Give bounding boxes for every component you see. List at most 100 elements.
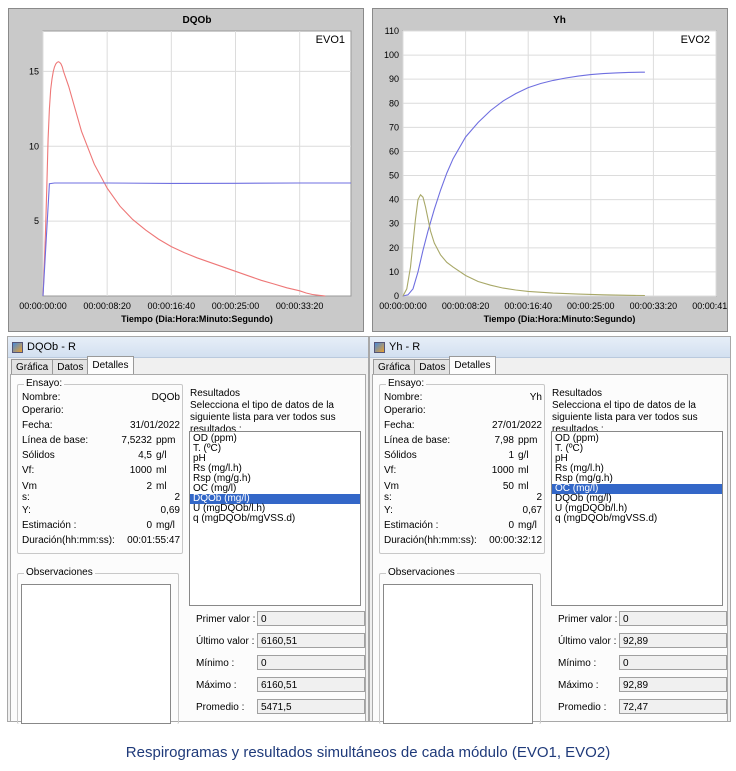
y-tick-label: 80 <box>389 98 399 108</box>
resultados-group: Resultados Selecciona el tipo de datos d… <box>550 384 725 624</box>
stat-primer-field[interactable]: 0 <box>619 611 727 626</box>
result-type-item[interactable]: DQOb (mg/l) <box>190 494 360 504</box>
result-type-item[interactable]: T. (ºC) <box>193 443 222 454</box>
result-type-item[interactable]: OD (ppm) <box>193 433 237 444</box>
tab-grafica[interactable]: Gráfica <box>11 359 54 375</box>
ensayo-linea-unit: ppm <box>156 435 176 446</box>
result-type-list[interactable]: OD (ppm) T. (ºC) pH Rs (mg/l.h) Rsp (mg/g.h)… <box>189 431 361 606</box>
ensayo-group: Ensayo: Nombre: Yh Operario: Fecha: 27/0… <box>379 378 545 554</box>
result-type-item[interactable]: Rs (mg/l.h) <box>555 463 604 474</box>
stat-primer-field[interactable]: 0 <box>257 611 365 626</box>
ensayo-vm-value: 2 <box>146 481 152 492</box>
result-type-item[interactable]: pH <box>555 453 568 464</box>
stat-minimo-field[interactable]: 0 <box>257 655 365 670</box>
ensayo-vf-value: 1000 <box>491 465 514 476</box>
stat-promedio-label: Promedio : <box>558 702 607 713</box>
series-line-1 <box>402 71 645 297</box>
stat-promedio-field[interactable]: 72,47 <box>619 699 727 714</box>
result-type-item[interactable]: Rs (mg/l.h) <box>193 463 242 474</box>
ensayo-operario-label: Operario: <box>22 405 64 416</box>
ensayo-row-est: Estimación : 0 mg/l <box>22 519 182 532</box>
y-tick-label: 70 <box>389 122 399 132</box>
tab-detalles[interactable]: Detalles <box>87 356 134 375</box>
result-type-item[interactable]: U (mgDQOb/l.h) <box>193 503 266 514</box>
x-tick-label: 00:00:16:40 <box>504 301 552 311</box>
ensayo-row-operario: Operario: <box>384 404 544 417</box>
observaciones-textarea[interactable] <box>21 584 171 724</box>
stat-maximo-field[interactable]: 6160,51 <box>257 677 365 692</box>
y-tick-label: 30 <box>389 219 399 229</box>
result-type-item[interactable]: q (mgDQOb/mgVSS.d) <box>193 513 296 524</box>
ensayo-nombre-value: Yh <box>529 392 542 403</box>
ensayo-fecha-label: Fecha: <box>22 420 53 431</box>
observaciones-title: Observaciones <box>386 567 457 578</box>
y-tick-label: 40 <box>389 195 399 205</box>
observaciones-group: Observaciones <box>379 567 541 724</box>
ensayo-s-label: s: <box>384 492 392 503</box>
result-type-item[interactable]: q (mgDQOb/mgVSS.d) <box>555 513 658 524</box>
result-type-item[interactable]: OD (ppm) <box>555 433 599 444</box>
ensayo-fecha-value: 27/01/2022 <box>491 420 542 431</box>
ensayo-row-vm: Vm 50 ml <box>384 480 544 493</box>
stat-promedio-label: Promedio : <box>196 702 245 713</box>
ensayo-vm-label: Vm <box>22 481 37 492</box>
result-type-item[interactable]: pH <box>193 453 206 464</box>
window-titlebar[interactable]: Yh - R <box>370 337 730 358</box>
ensayo-nombre-value: DQOb <box>151 392 180 403</box>
series-line-1 <box>42 61 326 297</box>
stat-ultimo-field[interactable]: 6160,51 <box>257 633 365 648</box>
stat-minimo-field[interactable]: 0 <box>619 655 727 670</box>
result-type-list[interactable]: OD (ppm) T. (ºC) pH Rs (mg/l.h) Rsp (mg/g.h)… <box>551 431 723 606</box>
ensayo-operario-label: Operario: <box>384 405 426 416</box>
result-type-item[interactable]: OC (mg/l) <box>193 483 237 494</box>
chart-annotation: EVO2 <box>681 34 710 46</box>
stats-area: Primer valor : 0 Último valor : 6160,51 … <box>192 375 372 725</box>
detalles-panel: Ensayo: Nombre: DQOb Operario: Fecha: 31… <box>10 374 366 724</box>
stat-minimo-label: Mínimo : <box>196 658 235 669</box>
x-tick-label: 00:00:25:00 <box>567 301 615 311</box>
window-titlebar[interactable]: DQOb - R <box>8 337 368 358</box>
ensayo-dur-value: 00:01:55:47 <box>127 535 180 546</box>
ensayo-y-label: Y: <box>384 505 393 516</box>
tab-grafica[interactable]: Gráfica <box>373 359 416 375</box>
chart-panel-evo2: 00:00:00:00 00:00:08:20 00:00:16:40 00:00:2… <box>372 8 728 332</box>
ensayo-row-fecha: Fecha: 31/01/2022 <box>22 419 182 432</box>
result-type-item[interactable]: Rsp (mg/g.h) <box>193 473 251 484</box>
ensayo-row-linea: Línea de base: 7,5232 ppm <box>22 434 182 447</box>
observaciones-textarea[interactable] <box>383 584 533 724</box>
x-tick-label: 00:00:41:40 <box>692 301 727 311</box>
result-type-item[interactable]: OC (mg/l) <box>552 484 722 494</box>
x-tick-label: 00:00:33:20 <box>276 301 324 311</box>
ensayo-dur-label: Duración(hh:mm:ss): <box>384 535 477 546</box>
tab-datos[interactable]: Datos <box>52 359 89 375</box>
ensayo-solidos-label: Sólidos <box>384 450 417 461</box>
ensayo-est-label: Estimación : <box>384 520 439 531</box>
ensayo-vm-label: Vm <box>384 481 399 492</box>
result-type-item[interactable]: U (mgDQOb/l.h) <box>555 503 628 514</box>
ensayo-row-solidos: Sólidos 1 g/l <box>384 449 544 462</box>
x-tick-label: 00:00:16:40 <box>148 301 196 311</box>
tab-datos[interactable]: Datos <box>414 359 451 375</box>
stat-minimo-label: Mínimo : <box>558 658 597 669</box>
y-tick-label: 100 <box>384 50 399 60</box>
ensayo-vf-unit: ml <box>518 465 529 476</box>
chart-panel-evo1: 00:00:00:00 00:00:08:20 00:00:16:40 00:00:2… <box>8 8 364 332</box>
result-type-item[interactable]: Rsp (mg/g.h) <box>555 473 613 484</box>
stat-promedio-field[interactable]: 5471,5 <box>257 699 365 714</box>
x-axis-label: Tiempo (Dia:Hora:Minuto:Segundo) <box>484 314 636 324</box>
ensayo-vf-value: 1000 <box>129 465 152 476</box>
ensayo-row-y: Y: 0,69 <box>22 504 182 517</box>
stat-ultimo-field[interactable]: 92,89 <box>619 633 727 648</box>
ensayo-row-operario: Operario: <box>22 404 182 417</box>
window-title: Yh - R <box>389 341 421 353</box>
result-type-item[interactable]: T. (ºC) <box>555 443 584 454</box>
result-type-item[interactable]: DQOb (mg/l) <box>555 493 612 504</box>
x-tick-label: 00:00:25:00 <box>212 301 260 311</box>
ensayo-y-value: 0,67 <box>522 505 542 516</box>
x-tick-label: 00:00:00:00 <box>379 301 427 311</box>
y-tick-label: 90 <box>389 74 399 84</box>
stat-maximo-field[interactable]: 92,89 <box>619 677 727 692</box>
ensayo-s-value: 2 <box>536 492 542 503</box>
tab-detalles[interactable]: Detalles <box>449 356 496 375</box>
ensayo-nombre-label: Nombre: <box>384 392 423 403</box>
